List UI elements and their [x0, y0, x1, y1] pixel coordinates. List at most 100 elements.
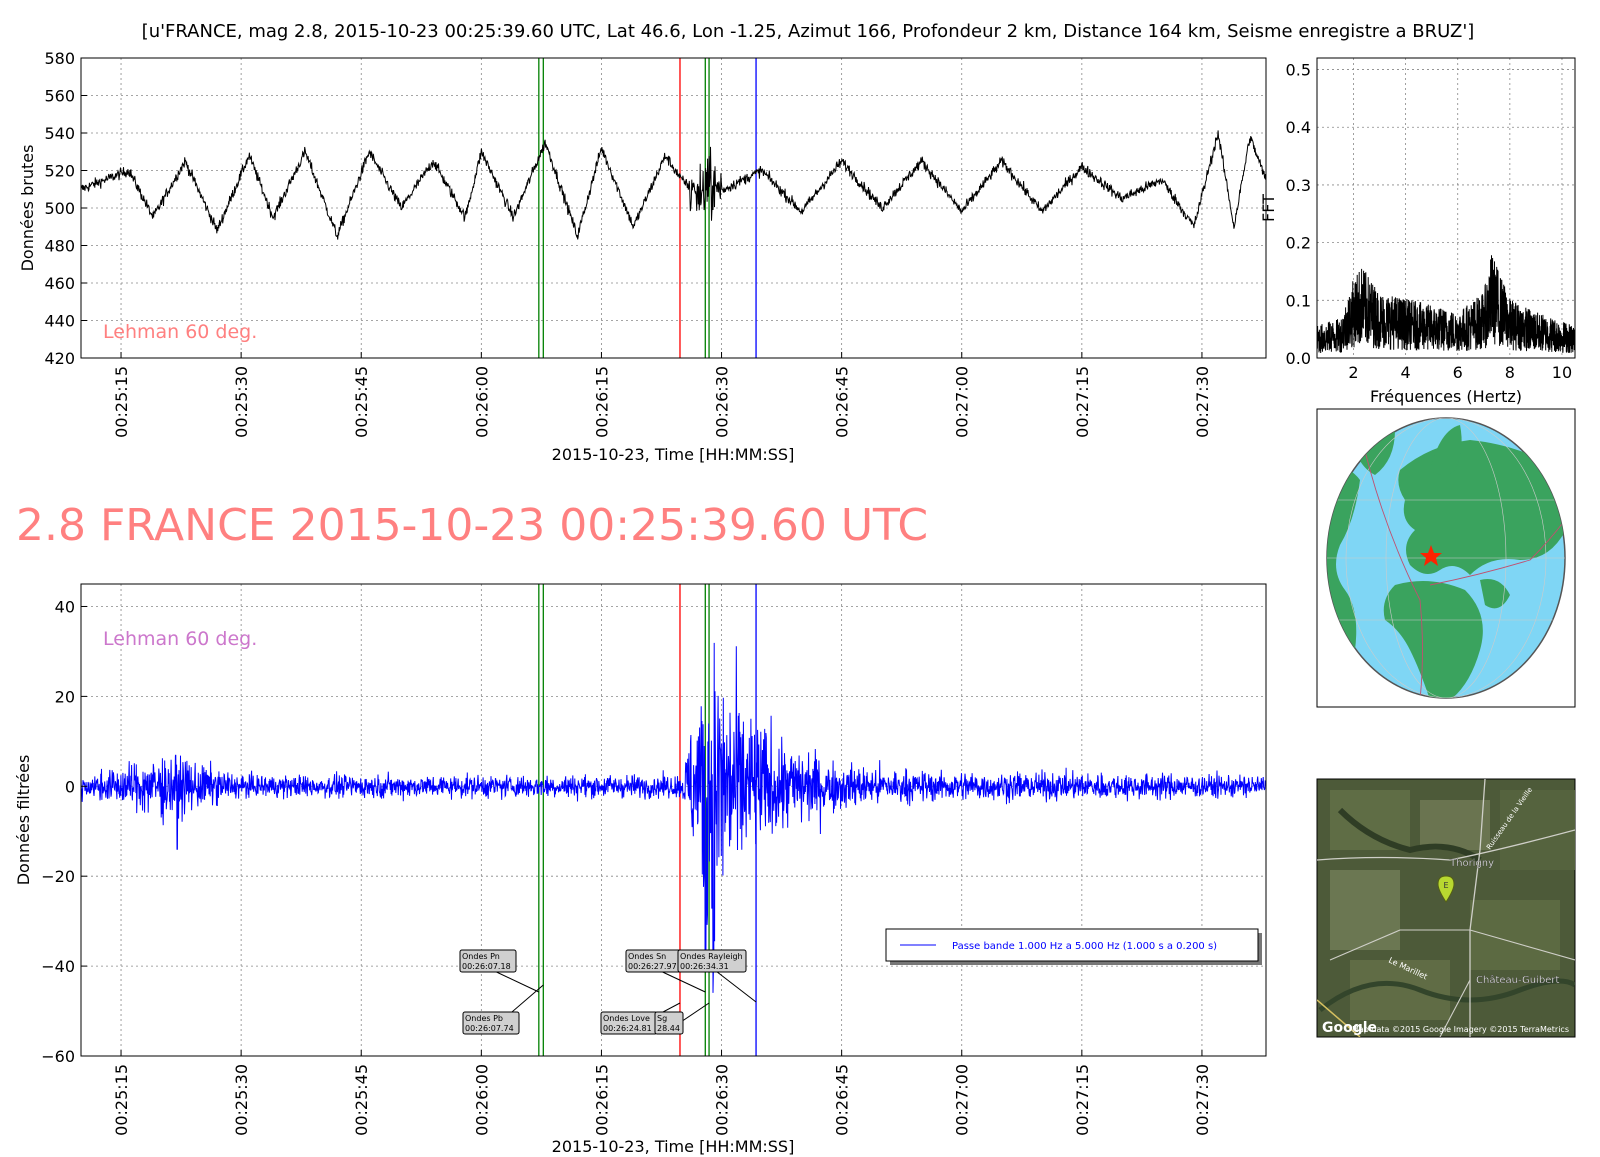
y-tick-label: 540 [44, 124, 75, 143]
x-tick-label: 00:27:15 [1073, 1064, 1092, 1136]
filtered-trace-line [81, 642, 1266, 993]
phase-time: 00:26:07.74 [465, 1024, 514, 1033]
globe-map [1316, 408, 1576, 708]
phase-name: Ondes Love [603, 1014, 650, 1023]
x-tick-label: 00:25:30 [232, 1064, 251, 1136]
fft-x-tick-label: 4 [1401, 363, 1411, 382]
x-tick-label: 00:26:15 [592, 1064, 611, 1136]
raw-x-ticks: 00:25:15 00:25:30 00:25:45 00:26:00 00:26:15… [112, 352, 1212, 438]
fft-x-tick-label: 2 [1348, 363, 1358, 382]
filtered-ylabel: Données filtrées [14, 755, 33, 886]
legend-label: Passe bande 1.000 Hz a 5.000 Hz (1.000 s… [952, 941, 1217, 952]
phase-time: 00:26:34.31 [680, 962, 729, 971]
big-title: 2.8 FRANCE 2015-10-23 00:25:39.60 UTC [16, 500, 928, 551]
x-tick-label: 00:25:15 [112, 1064, 131, 1136]
filtered-axes-frame [80, 583, 1267, 1057]
phase-box [462, 1011, 520, 1035]
raw-phase-lines [538, 58, 757, 358]
x-tick-label: 00:26:00 [472, 366, 491, 438]
filtered-x-ticks: 00:25:15 00:25:30 00:25:45 00:26:00 00:26:15… [112, 1050, 1212, 1136]
suptitle: [u'FRANCE, mag 2.8, 2015-10-23 00:25:39.… [142, 21, 1475, 42]
x-tick-label: 00:26:00 [472, 1064, 491, 1136]
y-tick-label: 440 [44, 312, 75, 331]
y-tick-label: 40 [55, 597, 75, 616]
x-tick-label: 00:27:30 [1193, 1064, 1212, 1136]
phase-name: Ondes Pn [462, 952, 500, 961]
fft-y-tick-label: 0.1 [1286, 291, 1311, 310]
phase-name: Sg [657, 1014, 667, 1023]
x-tick-label: 00:27:00 [953, 1064, 972, 1136]
y-tick-label: 460 [44, 274, 75, 293]
map-label-chateau-guibert: Château-Guibert [1476, 974, 1559, 986]
google-logo: Google [1322, 1020, 1377, 1036]
y-tick-label: 500 [44, 199, 75, 218]
fft-y-tick-label: 0.5 [1286, 61, 1311, 80]
x-tick-label: 00:26:45 [833, 366, 852, 438]
phase-name: Ondes Pb [465, 1014, 503, 1023]
fft-y-tick-label: 0.3 [1286, 176, 1311, 195]
phase-box [654, 1011, 684, 1035]
map-attribution: Map data ©2015 Google Imagery ©2015 Terr… [1352, 1025, 1569, 1034]
phase-time: 28.44 [657, 1024, 680, 1033]
map-label-thorigny: Thorigny [1449, 858, 1494, 869]
phase-name: Ondes Sn [628, 952, 666, 961]
y-tick-label: 20 [55, 687, 75, 706]
filtered-lehman-label: Lehman 60 deg. [103, 628, 257, 650]
phase-time: 00:26:24.81 [603, 1024, 652, 1033]
x-tick-label: 00:25:30 [232, 366, 251, 438]
raw-ylabel: Données brutes [18, 145, 37, 272]
fft-axes-frame [1316, 57, 1576, 359]
map-marker-icon [1437, 875, 1455, 903]
y-tick-label: 0 [65, 777, 75, 796]
filtered-legend: Passe bande 1.000 Hz a 5.000 Hz (1.000 s… [885, 928, 1262, 965]
y-tick-label: 560 [44, 87, 75, 106]
x-tick-label: 00:27:00 [953, 366, 972, 438]
filtered-y-ticks: −60 −40 −20 0 20 40 [41, 597, 87, 1066]
phase-arrow [711, 967, 757, 1003]
x-tick-label: 00:26:30 [713, 1064, 732, 1136]
y-tick-label: −20 [41, 867, 75, 886]
phase-box [459, 949, 517, 973]
fft-x-tick-label: 8 [1505, 363, 1515, 382]
fft-y-ticks: 0.0 0.1 0.2 0.3 0.4 0.5 [1286, 61, 1311, 368]
raw-lehman-label: Lehman 60 deg. [103, 321, 257, 343]
phase-time: 00:26:07.18 [462, 962, 511, 971]
fft-x-tick-label: 10 [1552, 363, 1572, 382]
y-tick-label: −60 [41, 1047, 75, 1066]
fft-y-tick-label: 0.2 [1286, 234, 1311, 253]
raw-y-ticks: 420 440 460 480 500 520 540 560 580 [44, 49, 87, 368]
x-tick-label: 00:26:15 [592, 366, 611, 438]
fft-xlabel: Fréquences (Hertz) [1370, 387, 1522, 406]
fft-plot: 0.0 0.1 0.2 0.3 0.4 0.5 2 4 6 8 10 FFT Fréquences… [1259, 57, 1576, 406]
raw-trace-line [81, 130, 1266, 240]
phase-name: Ondes Rayleigh [680, 952, 743, 961]
y-tick-label: 520 [44, 162, 75, 181]
raw-axes-frame [80, 57, 1267, 359]
filtered-xlabel: 2015-10-23, Time [HH:MM:SS] [552, 1137, 795, 1156]
x-tick-label: 00:27:30 [1193, 366, 1212, 438]
x-tick-label: 00:25:45 [352, 366, 371, 438]
y-tick-label: −40 [41, 957, 75, 976]
fft-line [1317, 255, 1575, 354]
x-tick-label: 00:27:15 [1073, 366, 1092, 438]
raw-xlabel: 2015-10-23, Time [HH:MM:SS] [552, 445, 795, 464]
fft-ylabel: FFT [1259, 194, 1278, 222]
phase-box [677, 949, 747, 973]
epicenter-star-icon [1420, 545, 1442, 566]
fft-y-tick-label: 0.0 [1286, 349, 1311, 368]
raw-grid [81, 57, 1266, 359]
x-tick-label: 00:25:45 [352, 1064, 371, 1136]
map-marker-letter: E [1443, 881, 1448, 890]
phase-time: 00:26:27.97 [628, 962, 677, 971]
x-tick-label: 00:26:30 [713, 366, 732, 438]
satellite-map: E Thorigny Château-Guibert Le Marillet R… [1316, 778, 1576, 1038]
